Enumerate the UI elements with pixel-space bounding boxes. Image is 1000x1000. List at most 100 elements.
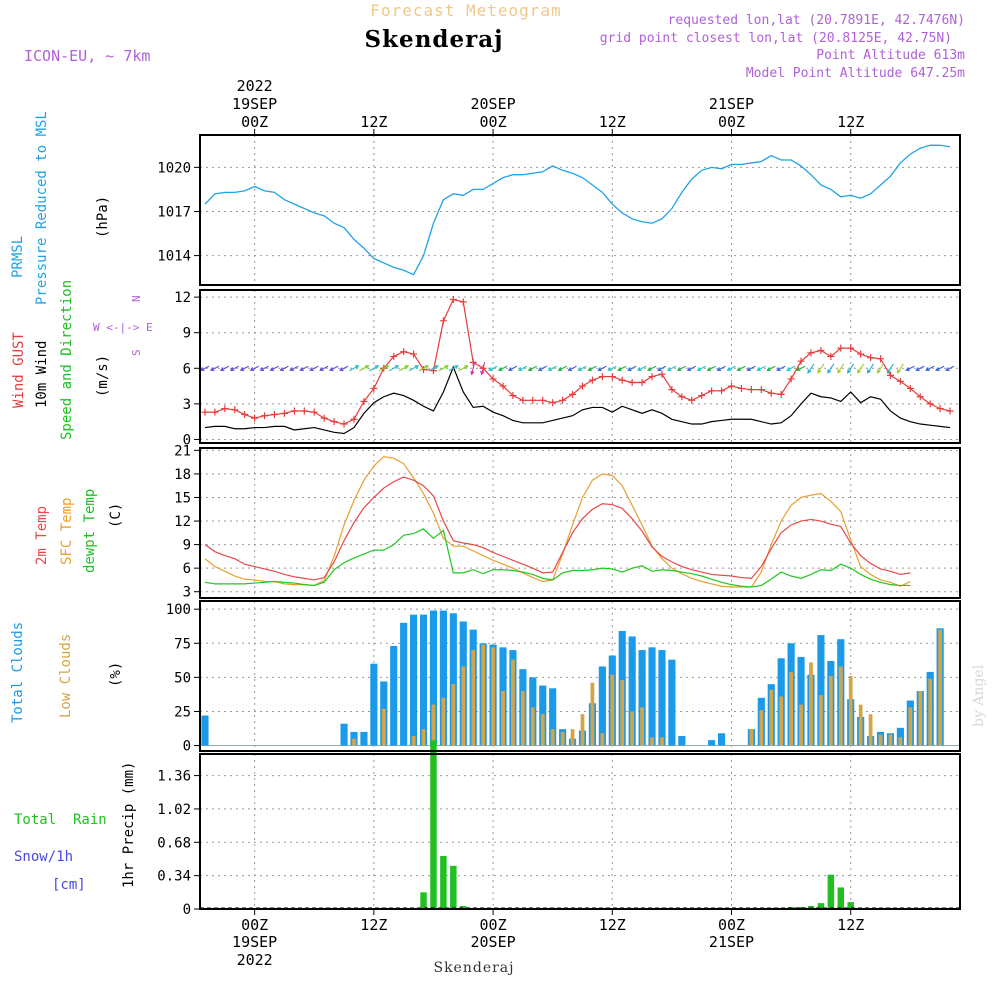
rain-label: Total Rain — [14, 812, 107, 828]
gust-point — [827, 352, 835, 360]
low-cloud-bar — [819, 695, 823, 746]
snow-unit-label: [cm] — [52, 877, 86, 893]
wind-direction-arrow — [776, 365, 786, 371]
low-cloud-bar — [610, 674, 615, 746]
gust-point — [300, 407, 308, 415]
gust-point — [449, 295, 457, 303]
total-cloud-bar — [717, 733, 726, 746]
model-altitude: Model Point Altitude 647.25m — [746, 66, 965, 81]
wind-label: 10m Wind — [34, 341, 50, 408]
wind-direction-arrow — [527, 365, 538, 371]
gust-point — [559, 396, 567, 404]
wind-direction-arrow — [229, 365, 240, 371]
low-cloud-bar — [878, 734, 883, 746]
wind-direction-arrow — [269, 365, 279, 371]
total-cloud-bar — [340, 723, 348, 746]
ytick-label: 50 — [174, 670, 191, 686]
date-label-bottom: 2022 — [237, 951, 273, 969]
gust-point — [847, 344, 855, 352]
temp-panel: 3 6 9 12 15 18 21 — [174, 443, 960, 601]
wind-direction-arrow — [339, 365, 349, 371]
wind-direction-arrow — [736, 365, 746, 371]
gust-point — [439, 317, 447, 325]
gust-point — [320, 414, 328, 422]
low-cloud-bar — [809, 662, 813, 746]
low-cloud-bar — [530, 707, 535, 746]
xtick-label-bottom: 12Z — [837, 916, 864, 934]
wind-direction-arrow — [886, 363, 894, 374]
wind-direction-arrow — [876, 363, 884, 374]
gust-point — [737, 384, 745, 392]
wind-direction-arrow — [637, 365, 647, 371]
xtick-label-top: 00Z — [241, 113, 268, 131]
wind-direction-arrow — [766, 365, 776, 371]
rain-bar — [460, 906, 467, 909]
low-cloud-bar — [888, 734, 893, 746]
gust-point — [608, 373, 616, 381]
wind-direction-arrow — [517, 365, 528, 371]
wind-dir-label: Speed and Direction — [59, 280, 75, 440]
gust-point — [598, 373, 606, 381]
total-cloud-bar — [797, 656, 805, 746]
xtick-label-top: 12Z — [360, 113, 387, 131]
gridpoint-coords: grid point closest lon,lat (20.8125E, 42… — [600, 31, 952, 46]
low-cloud-bar — [431, 704, 436, 746]
wind-direction-arrow — [807, 363, 815, 374]
wind-direction-arrow — [706, 365, 716, 371]
wind-direction-arrow — [945, 365, 955, 371]
gust-point — [499, 382, 507, 390]
wind-direction-arrow — [686, 365, 697, 371]
wind-direction-arrow — [905, 365, 915, 371]
wind-direction-arrow — [299, 365, 309, 371]
wind-unit: (m/s) — [95, 355, 111, 397]
rain-bar — [430, 740, 437, 909]
total-cloud-bar — [370, 663, 378, 746]
gust-point — [628, 379, 636, 387]
prmsl-unit: (hPa) — [95, 196, 111, 238]
total-cloud-bar — [668, 659, 676, 746]
point-altitude: Point Altitude 613m — [816, 48, 965, 63]
temp-unit: (C) — [108, 503, 124, 528]
gust-point — [837, 344, 845, 352]
low-cloud-bar — [868, 714, 873, 746]
ytick-label: 75 — [174, 636, 191, 652]
xtick-label-top: 00Z — [718, 113, 745, 131]
wind-direction-arrow — [219, 365, 230, 371]
ytick-label: 9 — [183, 538, 191, 554]
prmsl-label-2: Pressure Reduced to MSL — [34, 111, 50, 305]
total-cloud-bar — [429, 610, 438, 746]
low-cloud-bar — [759, 710, 764, 746]
wind-direction-arrow — [239, 365, 249, 371]
wind-direction-arrow — [470, 362, 476, 376]
gust-point — [360, 397, 368, 405]
temp-frame — [199, 447, 961, 599]
total-cloud-bar — [638, 650, 646, 746]
wind-direction-arrow — [448, 365, 459, 372]
ytick-label: 3 — [183, 585, 191, 601]
low-cloud-bar — [749, 729, 754, 746]
xtick-label-top: 00Z — [480, 113, 507, 131]
temp2m-line — [204, 476, 911, 581]
rain-bar — [440, 856, 447, 909]
gust-point — [569, 390, 577, 398]
low-cloud-label: Low Clouds — [58, 634, 74, 718]
gust-point — [459, 298, 467, 306]
wind-direction-arrow — [259, 365, 269, 371]
clouds-plot-area — [200, 601, 960, 751]
total-cloud-bar — [410, 614, 418, 746]
date-label-bottom: 19SEP — [232, 933, 277, 951]
wind-direction-arrow — [817, 363, 825, 374]
ytick-label: 18 — [174, 467, 191, 483]
wind-direction-arrow — [857, 363, 865, 374]
xtick-label-top: 12Z — [837, 113, 864, 131]
ytick-label: 12 — [174, 514, 191, 530]
low-cloud-bar — [421, 729, 426, 746]
low-cloud-bar — [411, 736, 416, 746]
requested-coords: requested lon,lat (20.7891E, 42.7476N) — [668, 13, 965, 28]
prmsl-label: PRMSL — [10, 236, 26, 278]
clouds-frame — [199, 600, 961, 752]
xtick-label-bottom: 00Z — [718, 916, 745, 934]
gust-point — [906, 384, 914, 392]
ytick-label: 21 — [174, 443, 191, 459]
total-cloud-bar — [678, 736, 686, 746]
